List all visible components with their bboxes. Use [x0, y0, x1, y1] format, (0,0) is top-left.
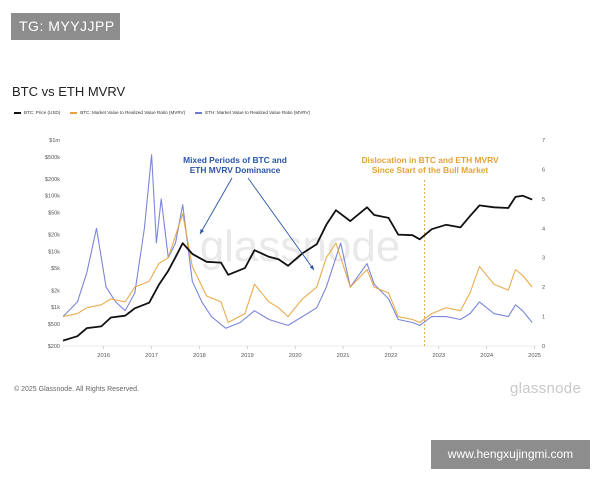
x-tick-label: 2022 — [385, 353, 398, 359]
y-right-tick-label: 0 — [542, 344, 545, 350]
y-right-tick-label: 5 — [542, 197, 545, 203]
series-eth-mvrv-line — [62, 154, 533, 329]
x-tick-label: 2019 — [241, 353, 254, 359]
x-tick-label: 2025 — [528, 353, 541, 359]
y-left-tick-label: $2k — [51, 288, 60, 294]
series-btc-mvrv-line — [62, 213, 533, 324]
x-tick-label: 2021 — [337, 353, 350, 359]
x-tick-label: 2023 — [432, 353, 445, 359]
site-url-badge: www.hengxujingmi.com — [431, 440, 590, 469]
x-tick-label: 2017 — [145, 353, 158, 359]
annotation-dislocation-line-1: Dislocation in BTC and ETH MVRV — [361, 155, 499, 165]
y-left-tick-label: $1k — [51, 305, 60, 311]
annotation-arrow-left — [199, 177, 233, 235]
legend-swatch-eth-mvrv — [195, 111, 203, 114]
chart-title: BTC vs ETH MVRV — [12, 84, 126, 99]
y-left-tick-label: $200 — [48, 344, 60, 350]
annotation-mixed-line-1: Mixed Periods of BTC and — [183, 155, 287, 165]
x-tick-label: 2020 — [289, 353, 302, 359]
y-left-tick-label: $50k — [48, 210, 60, 216]
chart-watermark: glassnode — [200, 222, 401, 271]
annotation-mixed-periods: Mixed Periods of BTC and ETH MVRV Domina… — [170, 155, 300, 175]
y-left-tick-label: $10k — [48, 249, 60, 255]
copyright-text: © 2025 Glassnode. All Rights Reserved. — [14, 386, 140, 393]
annotation-dislocation-line-2: Since Start of the Bull Market — [371, 165, 489, 175]
legend-swatch-btc-price — [14, 111, 21, 114]
y-left-tick-label: $5k — [51, 266, 60, 272]
y-left-tick-label: $100k — [45, 194, 60, 200]
legend-item-eth-mvrv: ETH: Market Value to Realized Value Rati… — [195, 110, 310, 115]
x-tick-label: 2018 — [193, 353, 206, 359]
annotation-arrow-right — [247, 177, 315, 271]
series-btc-price-line — [62, 194, 533, 342]
annotation-arrow-left-head — [200, 229, 204, 234]
annotation-arrow-right-head — [309, 265, 314, 270]
x-tick-label: 2024 — [480, 353, 494, 359]
legend-label-eth-mvrv: ETH: Market Value to Realized Value Rati… — [205, 110, 311, 115]
y-right-tick-label: 2 — [542, 285, 545, 291]
y-left-tick-label: $500 — [48, 322, 60, 328]
chart-legend: BTC: Price (USD) BTC: Market Value to Re… — [14, 110, 310, 115]
y-right-tick-label: 7 — [542, 138, 545, 144]
y-left-tick-label: $200k — [45, 177, 60, 183]
y-left-tick-label: $20k — [48, 233, 60, 239]
annotation-dislocation: Dislocation in BTC and ETH MVRV Since St… — [350, 155, 510, 175]
x-tick-label: 2016 — [97, 353, 110, 359]
legend-swatch-btc-mvrv — [70, 111, 78, 114]
glassnode-logo: glassnode — [510, 380, 582, 397]
y-right-tick-label: 6 — [542, 167, 545, 173]
y-left-tick-label: $1m — [49, 138, 60, 144]
legend-item-btc-price: BTC: Price (USD) — [14, 110, 60, 115]
annotation-mixed-line-2: ETH MVRV Dominance — [189, 165, 281, 175]
y-left-tick-label: $500k — [45, 155, 60, 161]
legend-label-btc-mvrv: BTC: Market Value to Realized Value Rati… — [80, 110, 186, 115]
legend-label-btc-price: BTC: Price (USD) — [24, 110, 61, 115]
y-right-tick-label: 3 — [542, 256, 545, 262]
y-right-tick-label: 1 — [542, 315, 545, 321]
y-right-tick-label: 4 — [542, 226, 545, 232]
legend-item-btc-mvrv: BTC: Market Value to Realized Value Rati… — [70, 110, 185, 115]
tag-badge: TG: MYYJJPP — [11, 13, 120, 40]
